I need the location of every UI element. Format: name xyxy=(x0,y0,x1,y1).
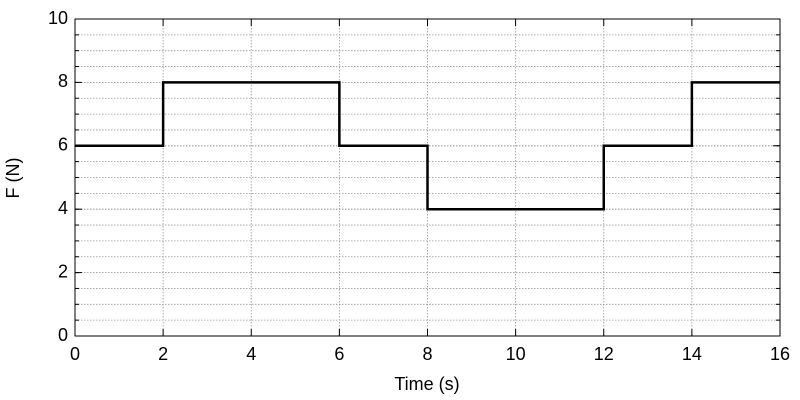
x-tick-label: 14 xyxy=(682,344,702,364)
y-tick-label: 6 xyxy=(58,135,68,155)
y-axis-label: F (N) xyxy=(3,158,23,199)
x-axis-label: Time (s) xyxy=(394,374,459,394)
x-tick-label: 16 xyxy=(770,344,790,364)
y-tick-label: 10 xyxy=(48,8,68,28)
data-line xyxy=(75,81,780,211)
y-tick-label: 0 xyxy=(58,325,68,345)
x-tick-label: 6 xyxy=(334,344,344,364)
x-tick-label: 4 xyxy=(246,344,256,364)
x-tick-label: 0 xyxy=(70,344,80,364)
x-tick-label: 2 xyxy=(158,344,168,364)
x-tick-label: 8 xyxy=(422,344,432,364)
y-tick-label: 8 xyxy=(58,71,68,91)
x-tick-label: 12 xyxy=(594,344,614,364)
x-tick-label: 10 xyxy=(506,344,526,364)
plot-frame xyxy=(74,18,781,337)
y-tick-label: 2 xyxy=(58,261,68,281)
y-tick-label: 4 xyxy=(58,198,68,218)
